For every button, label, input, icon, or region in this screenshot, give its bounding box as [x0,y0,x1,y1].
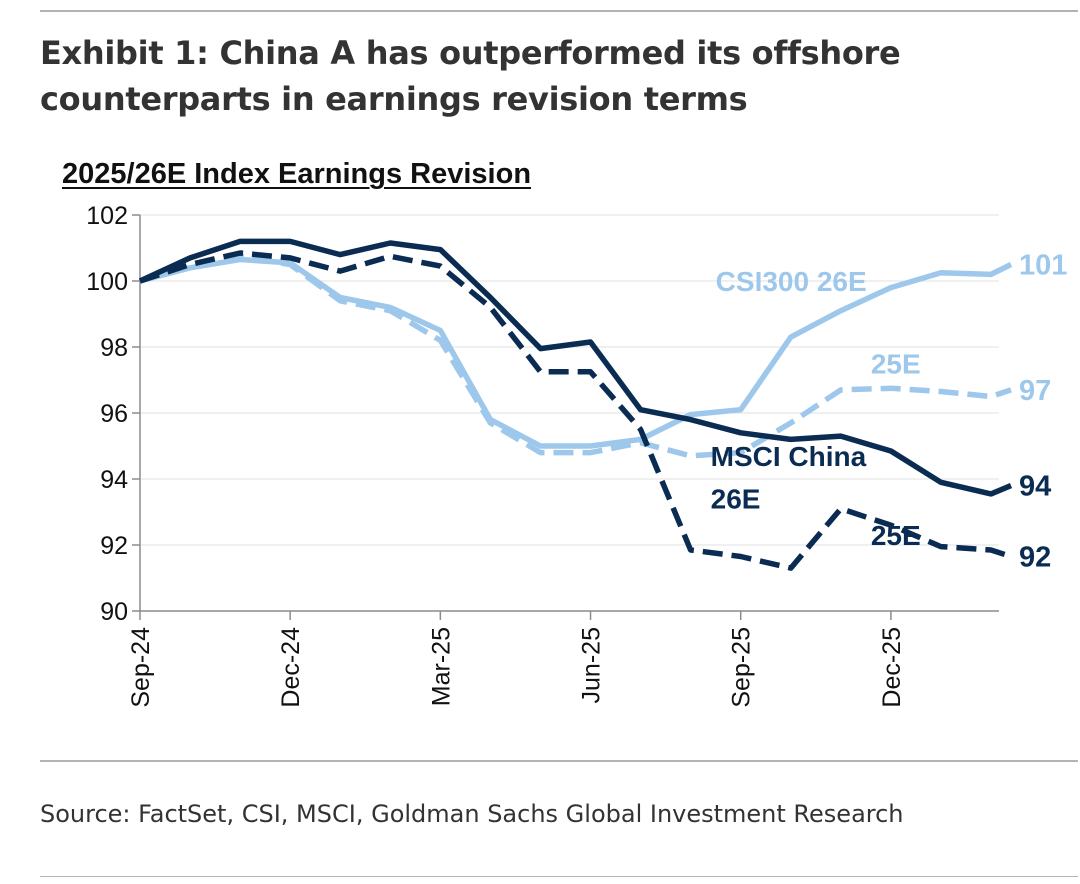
x-tick-label-sep-25: Sep-25 [728,627,756,708]
y-tick-label-94: 94 [100,466,128,494]
y-tick-label-102: 102 [86,202,128,230]
y-tick-label-98: 98 [100,334,128,362]
end-label-csi300-25e: 97 [1019,375,1051,407]
series-line-msci-china-25e [139,250,1012,571]
source-note: Source: FactSet, CSI, MSCI, Goldman Sach… [40,800,904,828]
end-label-msci-china-26e: 94 [1019,471,1051,503]
y-tick-label-92: 92 [100,532,128,560]
earnings-revision-chart: 90 92 94 96 98 100 102 Sep-24 Dec-24 Mar-25 Jun-25… [86,202,1067,708]
annotation-msci-china-2: MSCI China [711,441,867,472]
x-tick-label-dec-25: Dec-25 [878,627,906,708]
annotation-25e-1: 25E [871,348,921,379]
exhibit-title-line-2: counterparts in earnings revision terms [40,80,748,118]
x-tick-label-mar-25: Mar-25 [427,627,455,706]
exhibit-title: Exhibit 1: China A has outperformed its … [40,30,1040,122]
y-tick-label-90: 90 [100,598,128,626]
source-divider [40,760,1078,762]
end-label-csi300-26e: 101 [1019,250,1067,282]
x-tick-label-jun-25: Jun-25 [578,627,606,703]
bottom-rule [40,876,1078,877]
y-tick-label-96: 96 [100,400,128,428]
x-tick-label-sep-24: Sep-24 [127,627,155,708]
end-label-msci-china-25e: 92 [1019,542,1051,574]
annotation-25e-4: 25E [871,520,921,551]
y-tick-label-100: 100 [86,268,128,296]
exhibit-title-line-1: Exhibit 1: China A has outperformed its … [40,34,901,72]
annotation-csi300-26e-0: CSI300 26E [716,266,867,297]
chart-title: 2025/26E Index Earnings Revision [62,158,532,190]
x-tick-label-dec-24: Dec-24 [277,627,305,708]
series-line-csi300-25e [139,253,1012,459]
annotation-26e-3: 26E [711,484,761,515]
top-rule [40,10,1078,12]
series-line-msci-china-26e [138,238,1013,497]
